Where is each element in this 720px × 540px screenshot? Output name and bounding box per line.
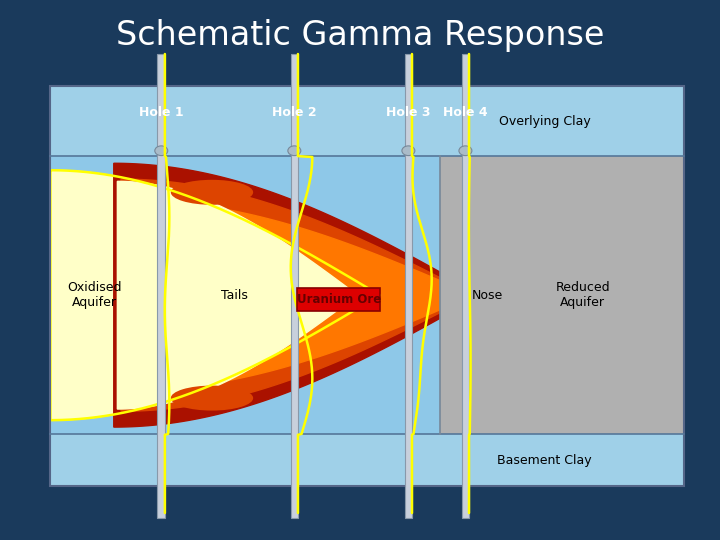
Polygon shape	[128, 200, 474, 390]
Text: Oxidised
Aquifer: Oxidised Aquifer	[68, 281, 122, 309]
Bar	[50, 86, 684, 486]
Text: Hole 1: Hole 1	[139, 106, 184, 119]
Text: Basement Clay: Basement Clay	[498, 454, 592, 467]
Bar	[405, 54, 412, 518]
Polygon shape	[114, 163, 481, 427]
Text: Uranium Ore: Uranium Ore	[297, 293, 381, 306]
Text: Reduced
Aquifer: Reduced Aquifer	[555, 281, 610, 309]
Circle shape	[459, 146, 472, 156]
Text: Tails: Tails	[221, 289, 248, 302]
Circle shape	[402, 146, 415, 156]
Bar	[50, 157, 684, 434]
Text: Schematic Gamma Response: Schematic Gamma Response	[116, 18, 604, 52]
Bar	[158, 54, 165, 518]
Bar	[50, 434, 684, 486]
Polygon shape	[50, 170, 380, 420]
Bar	[440, 157, 684, 434]
Text: Overlying Clay: Overlying Clay	[499, 115, 590, 128]
Bar	[291, 54, 298, 518]
Bar	[462, 54, 469, 518]
Bar	[50, 434, 684, 486]
Text: Hole 3: Hole 3	[386, 106, 431, 119]
Circle shape	[288, 146, 301, 156]
Bar	[297, 288, 380, 311]
Ellipse shape	[171, 180, 253, 205]
Text: Nose: Nose	[472, 289, 503, 302]
Bar	[50, 86, 684, 157]
Polygon shape	[121, 179, 474, 411]
Text: Hole 2: Hole 2	[272, 106, 317, 119]
Circle shape	[155, 146, 168, 156]
Bar	[50, 86, 684, 157]
Bar	[440, 157, 684, 434]
Text: Hole 4: Hole 4	[443, 106, 487, 119]
Polygon shape	[117, 181, 358, 409]
Ellipse shape	[171, 386, 253, 410]
